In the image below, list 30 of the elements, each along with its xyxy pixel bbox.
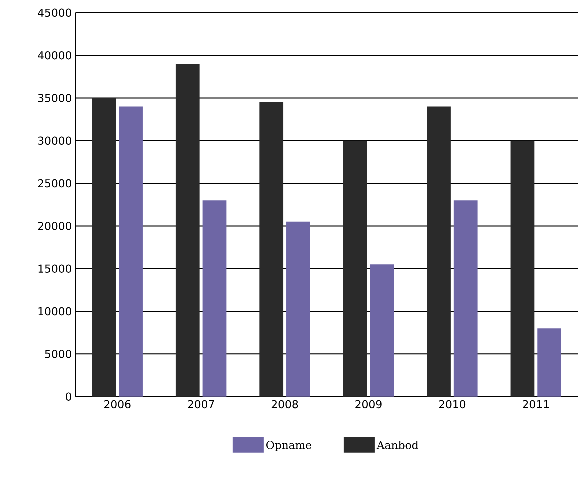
legend-label: Opname [266,440,312,452]
y-tick-label: 5000 [45,350,72,358]
bar [286,222,310,397]
bar [343,140,368,397]
bar [370,264,394,397]
x-tick-label: 2006 [104,400,131,408]
y-tick-label: 40000 [38,51,72,60]
legend-label: Aanbod [376,440,419,450]
y-tick-label: 20000 [38,222,72,230]
y-tick-label: 35000 [38,94,72,102]
x-tick-label: 2007 [188,400,214,408]
x-tick-label: 2011 [523,400,549,408]
y-tick-label: 10000 [38,307,72,316]
bar [202,200,227,397]
bar [92,98,116,397]
bar [176,64,200,397]
bar [427,106,451,397]
y-tick-label: 25000 [38,179,72,188]
y-tick-label: 0 [66,392,72,401]
y-tick-label: 15000 [38,264,72,273]
bar [260,102,284,397]
bar [454,200,478,397]
x-tick-label: 2008 [272,400,298,408]
bar [510,140,535,397]
x-tick-label: 2009 [356,400,382,408]
y-tick-label: 30000 [38,136,72,145]
bar [538,328,562,397]
y-tick-label: 45000 [38,8,72,17]
bar [119,106,143,397]
x-tick-label: 2010 [439,400,466,408]
